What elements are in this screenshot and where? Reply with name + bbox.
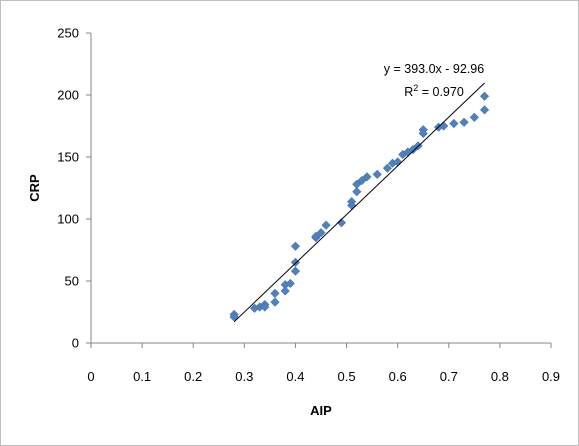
x-tick-label: 0.7: [440, 369, 458, 384]
data-point: [362, 172, 372, 182]
x-tick-label: 0.6: [389, 369, 407, 384]
y-tick-label: 100: [57, 212, 79, 227]
data-point: [352, 187, 362, 197]
trendline-equation: y = 393.0x - 92.96: [384, 62, 484, 76]
axes: 0 50 100 150 200 250 0 0.1 0.2 0.3 0.4 0.5 0.6 0.7 0.…: [57, 26, 560, 385]
data-point: [372, 169, 382, 180]
data-point: [285, 278, 295, 289]
data-point: [469, 112, 479, 122]
data-point: [321, 220, 331, 230]
y-ticks: 0 50 100 150 200 250: [57, 26, 91, 351]
x-tick-label: 0.3: [235, 369, 253, 384]
x-axis-title: AIP: [310, 403, 332, 418]
x-tick-label: 0.9: [542, 369, 560, 384]
data-point: [459, 117, 469, 127]
data-point: [449, 118, 459, 129]
data-point: [290, 257, 301, 268]
x-tick-label: 0.4: [286, 369, 304, 384]
y-tick-label: 50: [65, 274, 79, 289]
x-ticks: 0 0.1 0.2 0.3 0.4 0.5 0.6 0.7 0.8 0.9: [87, 343, 560, 384]
data-points: [229, 91, 490, 322]
r-squared-value: = 0.970: [418, 85, 464, 99]
y-tick-label: 0: [72, 336, 79, 351]
y-axis-title: CRP: [27, 174, 42, 202]
data-point: [418, 128, 428, 139]
data-point: [260, 302, 270, 312]
x-tick-label: 0.5: [338, 369, 356, 384]
x-tick-label: 0.2: [184, 369, 202, 384]
y-tick-label: 150: [57, 150, 79, 165]
r-squared-superscript: 2: [413, 83, 418, 93]
x-tick-label: 0.1: [133, 369, 151, 384]
data-point: [280, 286, 290, 296]
r-squared-label: R2 = 0.970: [404, 83, 464, 99]
data-point: [290, 241, 301, 251]
x-tick-label: 0.8: [491, 369, 509, 384]
trendline: [233, 82, 485, 323]
x-tick-label: 0: [87, 369, 94, 384]
data-point: [270, 297, 280, 307]
data-point: [290, 266, 301, 276]
data-point: [270, 288, 280, 299]
y-tick-label: 200: [57, 88, 79, 103]
y-tick-label: 250: [57, 26, 79, 41]
data-point: [316, 227, 326, 238]
data-point: [479, 105, 490, 115]
data-point: [479, 91, 490, 101]
data-point: [382, 163, 393, 173]
data-point: [336, 218, 347, 228]
r-squared-prefix: R: [404, 85, 413, 99]
